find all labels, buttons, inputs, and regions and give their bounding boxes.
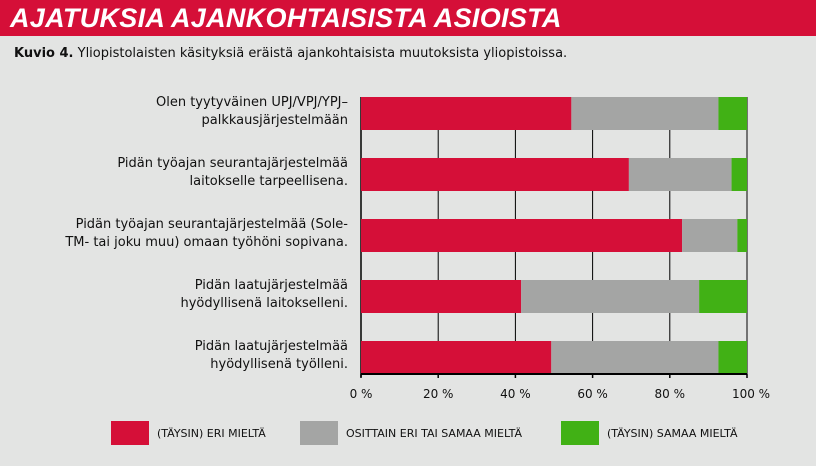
x-tick-label: 20 % bbox=[423, 387, 454, 401]
x-tick-label: 0 % bbox=[350, 387, 373, 401]
x-tick-label: 80 % bbox=[655, 387, 686, 401]
bar-segment bbox=[718, 97, 747, 130]
category-label-line: laitokselle tarpeellisena. bbox=[189, 174, 349, 189]
legend-item: (TÄYSIN) SAMAA MIELTÄ bbox=[561, 421, 738, 445]
caption-label: Kuvio 4. bbox=[14, 46, 74, 61]
bar-segment bbox=[682, 219, 738, 252]
category-label: Pidän laatujärjestelmää hyödyllisenä lait… bbox=[8, 277, 348, 313]
legend-label: (TÄYSIN) ERI MIELTÄ bbox=[157, 426, 266, 440]
legend-label: (TÄYSIN) SAMAA MIELTÄ bbox=[607, 426, 738, 440]
bar-segment bbox=[737, 219, 747, 252]
category-label: Pidän työajan seurantajärjestelmää (Sole… bbox=[8, 216, 348, 252]
bar-segment bbox=[718, 341, 747, 374]
category-label: Olen tyytyväinen UPJ/VPJ/YPJ– palkkausjär… bbox=[8, 94, 348, 130]
bar-segment bbox=[361, 219, 683, 252]
x-tick-label: 40 % bbox=[500, 387, 531, 401]
bar-segment bbox=[551, 341, 719, 374]
bar-segment bbox=[361, 341, 552, 374]
category-label-line: TM- tai joku muu) omaan työhöni sopivana… bbox=[65, 235, 348, 250]
bar-segment bbox=[361, 280, 522, 313]
bar-segment bbox=[628, 158, 732, 191]
category-label-line: palkkausjärjestelmään bbox=[201, 113, 349, 128]
header-banner: AJATUKSIA AJANKOHTAISISTA ASIOISTA bbox=[0, 0, 816, 36]
category-label: Pidän työajan seurantajärjestelmää laitok… bbox=[8, 155, 348, 191]
legend-swatch bbox=[300, 421, 338, 445]
category-label-line: Pidän laatujärjestelmää bbox=[194, 339, 348, 354]
caption-text: Yliopistolaisten käsityksiä eräistä ajan… bbox=[77, 46, 568, 61]
category-label-line: Pidän työajan seurantajärjestelmää bbox=[117, 156, 348, 171]
legend-swatch bbox=[561, 421, 599, 445]
figure-caption: Kuvio 4. Yliopistolaisten käsityksiä erä… bbox=[14, 46, 567, 61]
bar-segment bbox=[731, 158, 747, 191]
legend-item: (TÄYSIN) ERI MIELTÄ bbox=[111, 421, 266, 445]
bar-segment bbox=[361, 97, 572, 130]
bar-segment bbox=[361, 158, 629, 191]
bar-segment bbox=[699, 280, 747, 313]
category-label-line: Pidän laatujärjestelmää bbox=[194, 278, 348, 293]
bar-segment bbox=[521, 280, 700, 313]
header-title: AJATUKSIA AJANKOHTAISISTA ASIOISTA bbox=[10, 3, 562, 33]
x-tick-label: 100 % bbox=[732, 387, 770, 401]
legend-swatch bbox=[111, 421, 149, 445]
legend-item: OSITTAIN ERI TAI SAMAA MIELTÄ bbox=[300, 421, 522, 445]
legend-label: OSITTAIN ERI TAI SAMAA MIELTÄ bbox=[346, 426, 522, 440]
category-label-line: Olen tyytyväinen UPJ/VPJ/YPJ– bbox=[156, 95, 348, 110]
category-label: Pidän laatujärjestelmää hyödyllisenä työl… bbox=[8, 338, 348, 374]
x-tick-label: 60 % bbox=[577, 387, 608, 401]
category-label-line: hyödyllisenä työlleni. bbox=[210, 357, 348, 372]
category-label-line: Pidän työajan seurantajärjestelmää (Sole… bbox=[75, 217, 348, 232]
category-label-line: hyödyllisenä laitokselleni. bbox=[180, 296, 348, 311]
bar-segment bbox=[571, 97, 719, 130]
